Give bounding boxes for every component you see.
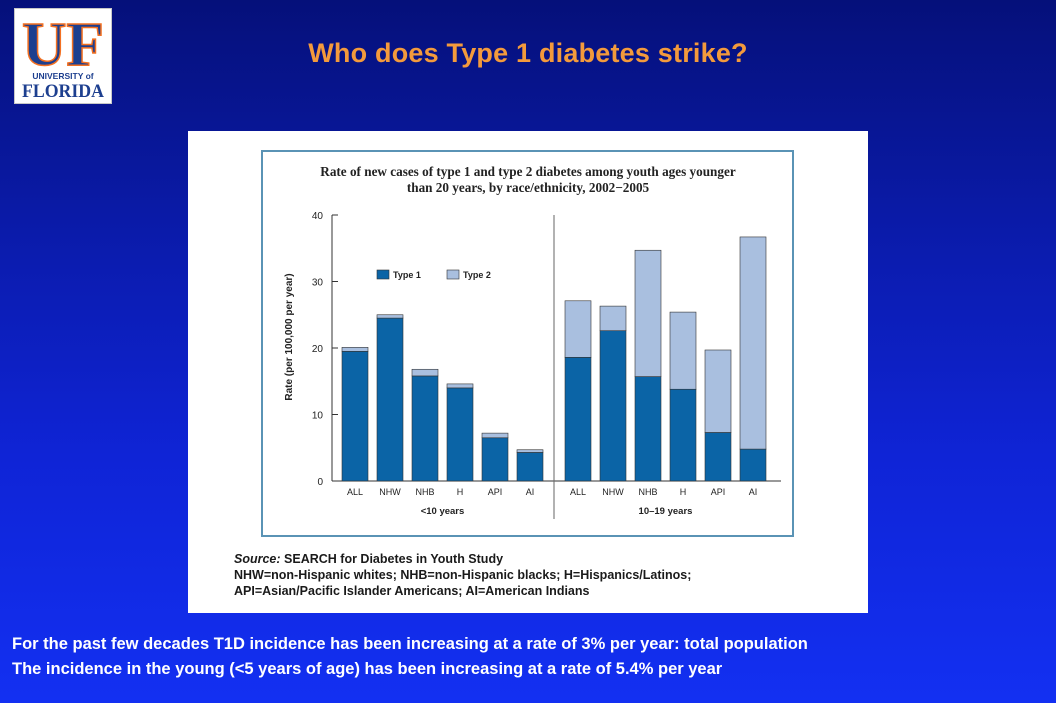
bar-type2-nhw (599, 305, 627, 332)
logo-monogram: UF (22, 11, 104, 79)
bar-type2-all (564, 300, 592, 358)
x-tick-label: NHW (379, 487, 401, 497)
slide-title: Who does Type 1 diabetes strike? (308, 38, 748, 68)
bar-type1-api (481, 437, 509, 482)
legend-label-type2: Type 2 (463, 270, 491, 280)
bar-type2-h (446, 383, 474, 389)
source-line: Source: SEARCH for Diabetes in Youth Stu… (234, 551, 864, 567)
y-axis-label: Rate (per 100,000 per year) (284, 273, 295, 400)
y-tick-label: 0 (317, 477, 323, 488)
bar-type2-nhw (376, 314, 404, 319)
source-label: Source: (234, 552, 281, 566)
bar-type1-ai (516, 452, 544, 482)
bar-type2-ai (739, 236, 767, 450)
bar-type1-all (564, 357, 592, 482)
x-tick-label: NHB (638, 487, 657, 497)
x-tick-label: NHW (602, 487, 624, 497)
source-text: SEARCH for Diabetes in Youth Study (284, 552, 504, 566)
x-tick-label: H (457, 487, 464, 497)
bar-type1-nhb (634, 376, 662, 482)
footer-line-1: For the past few decades T1D incidence h… (12, 635, 808, 653)
bar-type2-api (704, 349, 732, 433)
logo-florida-text: FLORIDA (22, 81, 104, 102)
bar-type2-all (341, 347, 369, 352)
y-tick-label: 40 (312, 211, 324, 222)
abbreviation-line-2: API=Asian/Pacific Islander Americans; AI… (234, 584, 590, 598)
chart-frame (261, 150, 794, 537)
x-tick-label: AI (526, 487, 535, 497)
bar-type2-h (669, 311, 697, 390)
bar-type1-h (446, 387, 474, 482)
bar-type1-api (704, 432, 732, 482)
x-tick-label: AI (749, 487, 758, 497)
legend-swatch-type1 (376, 269, 390, 280)
y-tick-label: 20 (312, 344, 324, 355)
y-tick-label: 30 (312, 278, 324, 289)
bar-type1-nhw (376, 317, 404, 482)
chart-title-line-1: Rate of new cases of type 1 and type 2 d… (320, 164, 736, 179)
bar-chart: Rate of new cases of type 1 and type 2 d… (261, 150, 794, 537)
bar-type2-api (481, 432, 509, 439)
group-label: 10–19 years (639, 506, 693, 517)
x-tick-label: API (488, 487, 503, 497)
bar-type1-h (669, 388, 697, 482)
abbreviation-line-1: NHW=non-Hispanic whites; NHB=non-Hispani… (234, 568, 692, 582)
x-tick-label: H (680, 487, 687, 497)
legend-label-type1: Type 1 (393, 270, 421, 280)
legend-swatch-type2 (446, 269, 460, 280)
bar-type2-nhb (411, 368, 439, 377)
bar-type2-nhb (634, 249, 662, 377)
source-note: Source: SEARCH for Diabetes in Youth Stu… (234, 551, 864, 599)
x-tick-label: NHB (415, 487, 434, 497)
bar-type1-nhb (411, 375, 439, 482)
x-tick-label: ALL (347, 487, 363, 497)
chart-title-line-2: than 20 years, by race/ethnicity, 2002−2… (407, 180, 650, 195)
x-tick-label: API (711, 487, 726, 497)
bar-type1-ai (739, 448, 767, 482)
group-label: <10 years (421, 506, 465, 517)
bar-type2-ai (516, 449, 544, 453)
y-tick-label: 10 (312, 411, 324, 422)
footer-line-2: The incidence in the young (<5 years of … (12, 660, 723, 678)
university-logo: UF UNIVERSITY of FLORIDA (14, 8, 112, 104)
x-tick-label: ALL (570, 487, 586, 497)
bar-type1-nhw (599, 330, 627, 482)
chart-figure: Rate of new cases of type 1 and type 2 d… (188, 131, 868, 613)
bar-type1-all (341, 351, 369, 482)
logo-university-text: UNIVERSITY of (32, 71, 93, 81)
